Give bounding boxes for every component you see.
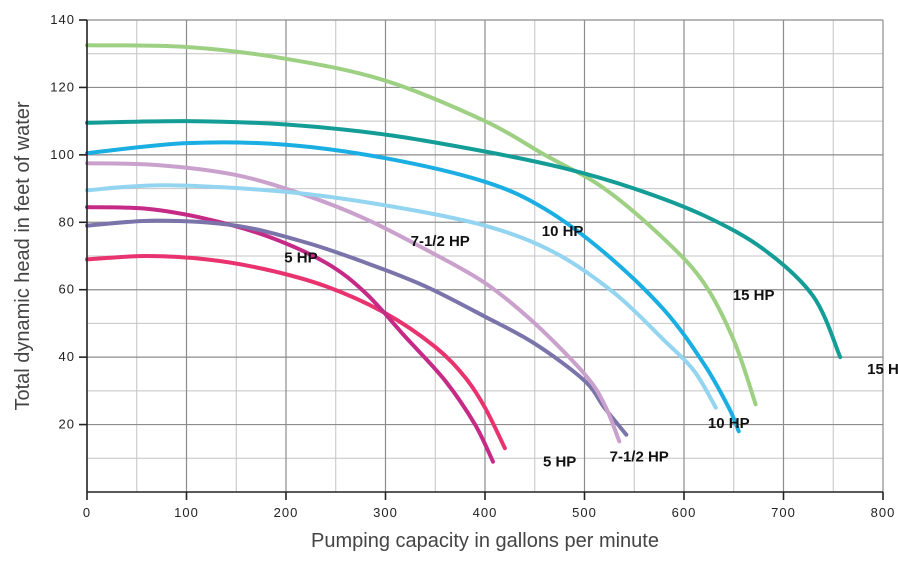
y-axis-title: Total dynamic head in feet of water	[12, 101, 34, 410]
series-label: 7-1/2 HP	[610, 449, 669, 466]
series-line-15-hp-6	[85, 43, 758, 407]
y-tick-label: 40	[59, 349, 75, 364]
series-line-5-hp-0	[85, 254, 507, 451]
y-tick-label: 140	[50, 12, 75, 27]
series-label: 5 HP	[543, 454, 576, 471]
grid	[87, 19, 884, 492]
y-tick-label: 80	[59, 214, 75, 229]
series-label: 7-1/2 HP	[411, 233, 470, 250]
x-tick-label: 800	[871, 505, 896, 520]
y-tick-label: 100	[50, 147, 75, 162]
x-tick-label: 200	[274, 505, 299, 520]
x-axis-title: Pumping capacity in gallons per minute	[311, 530, 659, 552]
axes	[79, 19, 884, 500]
series-label: 5 HP	[284, 250, 317, 267]
series-line-15-hp-7	[85, 119, 843, 360]
x-tick-label: 100	[174, 505, 199, 520]
series-curves	[85, 43, 843, 464]
x-tick-label: 300	[373, 505, 398, 520]
y-tick-label: 120	[50, 79, 75, 94]
series-label: 15 HP	[733, 287, 775, 304]
tick-labels: 0 100 200 300 400 500 600 700 800 20 40 60 80 100 120 1…	[50, 12, 896, 520]
x-tick-label: 400	[473, 505, 498, 520]
x-tick-label: 600	[672, 505, 697, 520]
series-line-10-hp-4	[85, 183, 718, 410]
y-tick-label: 20	[59, 417, 75, 432]
series-labels: 5 HP 7-1/2 HP 10 HP 15 HP 15 HP 10 HP 7-1/2 HP…	[284, 223, 898, 471]
series-label: 10 HP	[708, 415, 750, 432]
series-line-10-hp-5	[85, 140, 741, 434]
series-label: 10 HP	[542, 223, 584, 240]
series-line-7-1-2-hp-3	[85, 161, 622, 444]
x-tick-label: 500	[572, 505, 597, 520]
series-line-7-1-2-hp-2	[85, 218, 629, 437]
series-label: 15 HP	[867, 361, 898, 378]
x-tick-label: 700	[771, 505, 796, 520]
x-tick-label: 0	[83, 505, 91, 520]
series-line-5-hp-1	[85, 205, 495, 464]
y-tick-label: 60	[59, 282, 75, 297]
